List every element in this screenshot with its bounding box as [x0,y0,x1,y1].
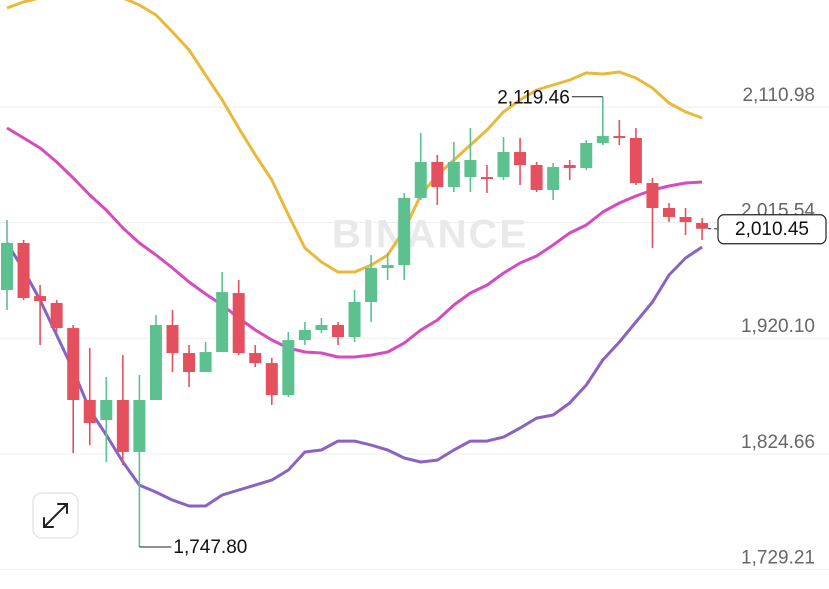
candle-body [464,160,477,177]
min-label: 1,747.80 [173,537,247,558]
candle-layer [1,96,709,547]
candle-body [183,353,196,373]
candle-body [530,164,543,190]
candle-body [232,293,245,354]
grid-layer [0,106,829,570]
candle-body [365,267,378,303]
candle-body [17,243,30,299]
y-tick-label: 1,920.10 [741,316,815,337]
candle-body [646,183,659,209]
candle-body [629,137,642,184]
annotation-layer: 2,119.46 1,747.80 2,010.45 [139,88,827,558]
candle-body [249,353,262,364]
candle-body [497,152,510,177]
y-tick-label: 2,110.98 [742,85,815,106]
candle-body [480,176,493,180]
candle-body [398,197,411,266]
candle-body [298,329,311,341]
y-tick-label: 1,729.21 [741,547,815,568]
candle-body [1,243,13,291]
expand-button[interactable] [32,492,79,539]
candle-body [679,216,692,223]
candle-body [133,400,146,452]
expand-icon [43,503,68,528]
candle-body [447,161,460,188]
candle-body [663,208,675,217]
candle-body [381,265,394,268]
candle-body [348,302,361,338]
last-price-box [717,214,827,245]
candle-body [100,400,113,421]
band-line [5,242,703,508]
candle-body [199,352,212,373]
max-label: 2,119.46 [497,88,570,109]
candle-body [116,400,129,452]
candle-body [596,136,609,143]
candle-body [83,400,96,424]
candle-body [282,340,295,396]
candle-body [216,292,229,353]
candle-body [431,161,444,188]
candle-body [67,328,80,401]
candle-body [696,223,709,229]
last-price-label: 2,010.45 [735,219,809,240]
candle-body [315,325,328,330]
candle-body [547,167,560,190]
candle-body [580,142,593,169]
candle-body [149,325,162,401]
watermark: BINANCE [332,213,528,257]
candle-body [34,296,47,302]
candle-body [613,136,626,138]
candle-body [265,363,278,396]
candle-body [50,302,63,329]
band-line [6,126,703,359]
band-line [6,0,703,274]
y-tick-label: 1,824.66 [741,432,815,453]
candle-body [514,152,527,165]
candle-body [332,325,344,338]
candle-body [166,325,179,354]
candle-body [414,161,427,198]
candle-body [563,164,576,169]
tick-layer: 2,110.982,015.541,920.101,824.661,729.21 [741,85,815,568]
